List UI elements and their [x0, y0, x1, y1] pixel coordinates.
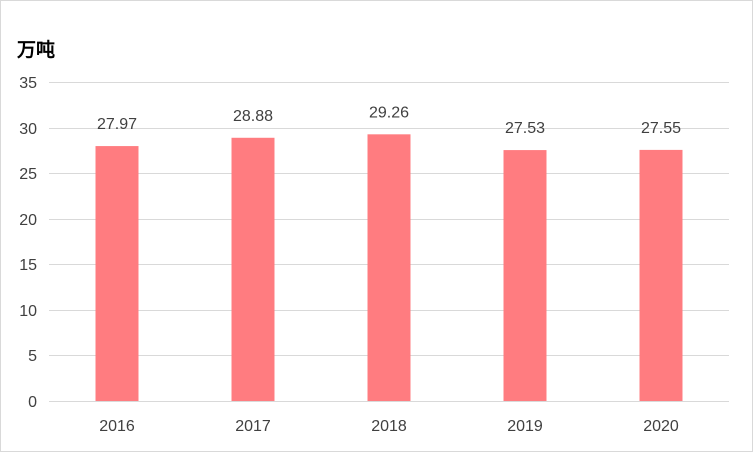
bar-2016	[95, 146, 139, 401]
bar-2017	[231, 137, 275, 402]
bar-2020	[639, 149, 683, 401]
y-tick-label: 0	[28, 394, 37, 411]
bar-2018	[367, 134, 411, 402]
data-label-2020: 27.55	[641, 120, 681, 137]
x-tick-label-2018: 2018	[371, 418, 407, 435]
y-axis-unit-label: 万吨	[16, 38, 55, 61]
y-tick-label: 20	[19, 212, 37, 229]
y-tick-label: 15	[19, 257, 37, 274]
data-label-2017: 28.88	[233, 108, 273, 125]
bars	[95, 134, 683, 402]
data-label-2019: 27.53	[505, 120, 545, 137]
x-axis-ticks: 2016 2017 2018 2019 2020	[99, 418, 679, 435]
y-axis-ticks: 0 5 10 15 20 25 30 35	[19, 75, 37, 411]
y-tick-label: 5	[28, 348, 37, 365]
x-tick-label-2017: 2017	[235, 418, 271, 435]
x-tick-label-2016: 2016	[99, 418, 135, 435]
y-tick-label: 25	[19, 166, 37, 183]
y-tick-label: 35	[19, 75, 37, 92]
x-tick-label-2019: 2019	[507, 418, 543, 435]
data-label-2016: 27.97	[97, 116, 137, 133]
x-tick-label-2020: 2020	[643, 418, 679, 435]
y-tick-label: 30	[19, 121, 37, 138]
data-labels: 27.97 28.88 29.26 27.53 27.55	[97, 104, 681, 137]
bar-2019	[503, 150, 547, 401]
y-tick-label: 10	[19, 303, 37, 320]
data-label-2018: 29.26	[369, 104, 409, 121]
